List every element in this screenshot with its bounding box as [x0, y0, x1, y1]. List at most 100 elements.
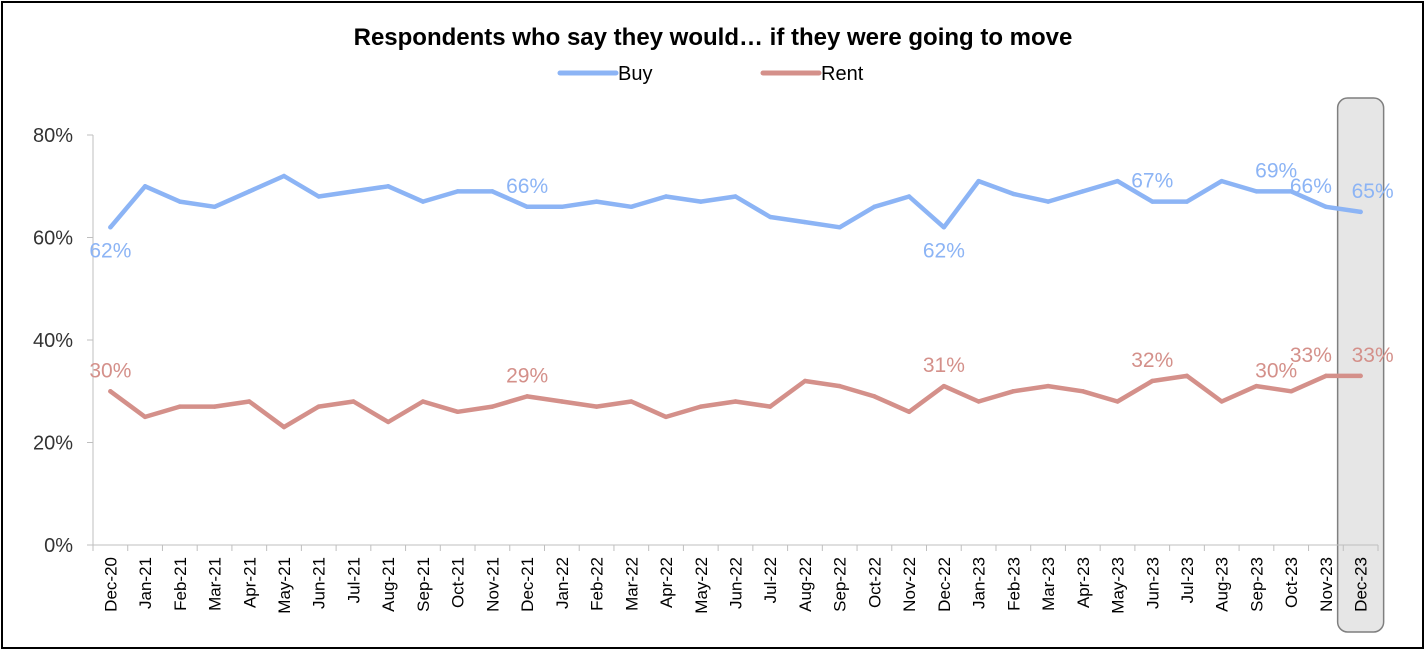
data-label-buy: 62% [923, 239, 965, 262]
data-point-rent [490, 404, 495, 409]
data-point-rent [1254, 383, 1259, 389]
data-label-buy: 67% [1131, 170, 1173, 193]
highlight-box [1336, 97, 1385, 633]
data-point-rent [559, 399, 565, 404]
legend-label-rent: Rent [821, 63, 864, 85]
x-tick-label: May-23 [1109, 557, 1128, 614]
data-point-buy [455, 189, 460, 194]
data-point-rent [594, 404, 599, 409]
data-point-rent [524, 394, 530, 399]
data-point-buy [1254, 189, 1259, 194]
y-tick-label: 20% [33, 433, 73, 455]
data-point-rent [386, 419, 391, 425]
x-tick-label: Oct-23 [1282, 557, 1301, 608]
x-tick-label: Sep-22 [831, 557, 850, 612]
data-point-buy [1323, 204, 1329, 209]
x-tick-label: Oct-22 [865, 557, 884, 608]
x-tick-label: Sep-23 [1247, 557, 1266, 612]
x-tick-label: Mar-23 [1039, 557, 1058, 611]
data-label-rent: 32% [1131, 349, 1173, 372]
data-point-rent [663, 414, 669, 420]
x-tick-label: Oct-21 [449, 557, 468, 608]
data-point-buy [490, 189, 495, 194]
x-tick-label: Apr-21 [240, 557, 259, 608]
x-tick-label: Jul-23 [1178, 557, 1197, 603]
data-point-rent [108, 389, 113, 394]
data-point-buy [802, 219, 808, 225]
data-label-rent: 30% [89, 359, 131, 382]
data-point-rent [1115, 399, 1120, 404]
data-point-buy [1080, 189, 1085, 194]
data-point-rent [629, 399, 634, 404]
data-label-rent: 31% [923, 354, 965, 377]
data-point-rent [212, 404, 217, 409]
y-tick-label: 60% [33, 228, 73, 250]
data-point-rent [872, 394, 877, 399]
x-tick-label: Mar-22 [622, 557, 641, 611]
x-tick-label: Mar-21 [206, 557, 225, 611]
data-point-buy [1219, 178, 1224, 184]
data-point-rent [420, 399, 426, 404]
data-point-buy [108, 225, 113, 230]
x-tick-label: Nov-22 [900, 557, 919, 612]
data-point-rent [906, 409, 912, 414]
data-point-buy [1288, 189, 1294, 194]
data-point-rent [768, 404, 773, 409]
data-label-buy: 69% [1255, 159, 1297, 182]
chart-title: Respondents who say they would… if they … [354, 24, 1073, 51]
x-tick-label: May-22 [692, 557, 711, 614]
data-label-rent: 29% [506, 364, 548, 387]
x-tick-label: Nov-21 [483, 557, 502, 612]
x-tick-label: Jun-23 [1143, 557, 1162, 609]
data-point-rent [1045, 383, 1051, 389]
x-tick-label: Apr-23 [1074, 557, 1093, 608]
x-tick-label: Dec-22 [935, 557, 954, 612]
data-label-rent: 30% [1255, 359, 1297, 382]
data-point-buy [1150, 199, 1155, 204]
data-point-buy [698, 199, 703, 204]
data-point-buy [1011, 191, 1016, 197]
x-tick-label: Feb-22 [588, 557, 607, 611]
legend-label-buy: Buy [618, 63, 652, 85]
data-point-rent [1288, 389, 1294, 394]
y-tick-label: 40% [33, 330, 73, 352]
data-point-rent [837, 383, 842, 389]
x-tick-label: Nov-23 [1317, 557, 1336, 612]
x-tick-label: Jun-22 [727, 557, 746, 609]
data-point-buy [142, 184, 148, 189]
data-point-buy [1184, 199, 1190, 204]
x-tick-label: Jan-22 [553, 557, 572, 609]
x-tick-label: Apr-22 [657, 557, 676, 608]
data-point-rent [941, 383, 947, 389]
x-tick-label: May-21 [275, 557, 294, 614]
data-label-rent: 33% [1352, 344, 1394, 367]
data-point-buy [976, 178, 981, 184]
data-point-buy [663, 194, 669, 199]
data-point-rent [247, 399, 252, 404]
x-tick-label: Jul-21 [344, 557, 363, 603]
y-tick-label: 0% [44, 535, 73, 557]
data-point-buy [351, 189, 356, 194]
data-point-rent [1150, 378, 1155, 384]
data-point-rent [1011, 389, 1016, 394]
data-point-buy [872, 204, 877, 209]
data-point-buy [316, 194, 321, 199]
x-tick-label: Aug-21 [379, 557, 398, 612]
x-tick-label: Jun-21 [310, 557, 329, 609]
axes: 0% 20% 40% 60% 80% Dec-20 Jan-21 Feb-21 Mar-21 Ap… [33, 125, 1379, 614]
data-point-buy [247, 189, 252, 194]
data-point-rent [1358, 373, 1363, 379]
x-tick-label: Feb-21 [171, 557, 190, 611]
data-point-buy [1045, 199, 1051, 204]
data-point-rent [1184, 373, 1190, 379]
data-point-rent [976, 399, 981, 404]
data-point-rent [1323, 373, 1329, 379]
data-point-rent [177, 404, 183, 409]
x-tick-label: Feb-23 [1004, 557, 1023, 611]
data-point-buy [212, 204, 217, 209]
x-tick-label: Dec-23 [1352, 557, 1371, 612]
data-point-rent [351, 399, 356, 404]
data-point-buy [524, 204, 530, 209]
